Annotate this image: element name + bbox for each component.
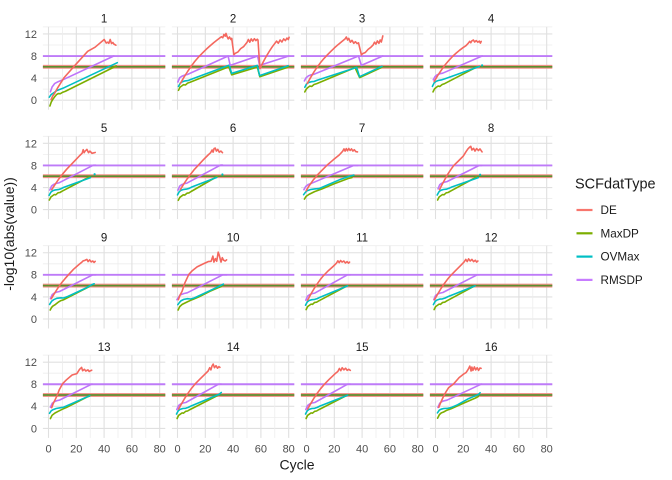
- svg-text:60: 60: [384, 443, 396, 455]
- svg-text:4: 4: [31, 182, 37, 194]
- svg-text:0: 0: [432, 443, 438, 455]
- svg-text:0: 0: [31, 314, 37, 326]
- svg-text:0: 0: [31, 95, 37, 107]
- svg-text:40: 40: [485, 443, 497, 455]
- svg-text:8: 8: [31, 270, 37, 282]
- svg-text:12: 12: [25, 248, 37, 260]
- svg-text:80: 80: [412, 443, 424, 455]
- svg-text:0: 0: [45, 443, 51, 455]
- svg-text:6: 6: [230, 123, 236, 135]
- svg-text:4: 4: [31, 401, 37, 413]
- svg-text:13: 13: [98, 342, 111, 354]
- svg-text:60: 60: [126, 443, 138, 455]
- svg-text:40: 40: [98, 443, 110, 455]
- svg-text:40: 40: [356, 443, 368, 455]
- svg-text:Cycle: Cycle: [279, 457, 314, 473]
- svg-text:SCFdatType: SCFdatType: [575, 176, 656, 192]
- svg-text:4: 4: [31, 73, 37, 85]
- svg-text:80: 80: [154, 443, 166, 455]
- svg-text:12: 12: [25, 29, 37, 41]
- svg-text:0: 0: [174, 443, 180, 455]
- svg-text:7: 7: [359, 123, 365, 135]
- svg-text:9: 9: [101, 232, 107, 244]
- svg-text:60: 60: [513, 443, 525, 455]
- svg-text:40: 40: [227, 443, 239, 455]
- svg-text:8: 8: [31, 51, 37, 63]
- svg-text:15: 15: [356, 342, 369, 354]
- svg-text:-log10(abs(value)): -log10(abs(value)): [1, 177, 17, 291]
- svg-text:RMSDP: RMSDP: [601, 274, 643, 287]
- svg-text:12: 12: [25, 357, 37, 369]
- svg-text:80: 80: [541, 443, 553, 455]
- svg-text:10: 10: [227, 232, 240, 244]
- svg-text:20: 20: [328, 443, 340, 455]
- svg-text:20: 20: [199, 443, 211, 455]
- svg-text:3: 3: [359, 14, 365, 26]
- svg-text:OVMax: OVMax: [601, 251, 640, 264]
- svg-text:0: 0: [303, 443, 309, 455]
- svg-text:16: 16: [485, 342, 498, 354]
- svg-text:4: 4: [488, 14, 495, 26]
- svg-text:8: 8: [31, 160, 37, 172]
- svg-text:DE: DE: [601, 204, 617, 217]
- svg-text:0: 0: [31, 205, 37, 217]
- svg-text:12: 12: [485, 232, 498, 244]
- svg-text:5: 5: [101, 123, 107, 135]
- svg-text:20: 20: [70, 443, 82, 455]
- svg-text:1: 1: [101, 14, 107, 26]
- svg-text:20: 20: [457, 443, 469, 455]
- svg-text:8: 8: [31, 379, 37, 391]
- svg-text:MaxDP: MaxDP: [601, 227, 640, 240]
- svg-text:11: 11: [356, 232, 368, 244]
- svg-text:4: 4: [31, 292, 37, 304]
- svg-text:0: 0: [31, 423, 37, 435]
- svg-text:80: 80: [283, 443, 295, 455]
- svg-text:8: 8: [488, 123, 494, 135]
- svg-text:12: 12: [25, 138, 37, 150]
- svg-text:2: 2: [230, 14, 236, 26]
- svg-text:60: 60: [255, 443, 267, 455]
- svg-text:14: 14: [227, 342, 240, 354]
